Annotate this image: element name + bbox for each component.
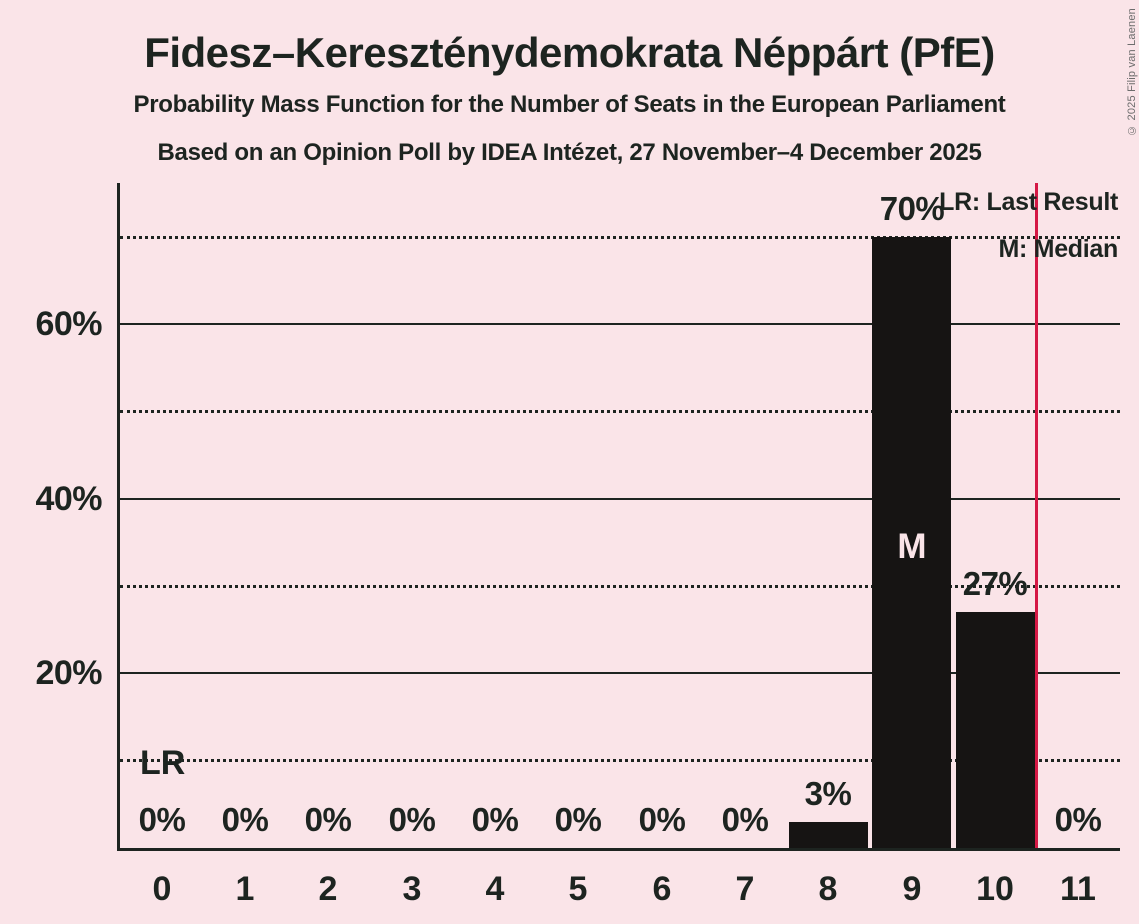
bar-value-label: 0%	[388, 801, 436, 838]
bar-value-label: 0%	[721, 801, 769, 838]
chart-title: Fidesz–Kereszténydemokrata Néppárt (PfE)	[144, 29, 995, 76]
plot-area: 0% 0 0% 1 0% 2 0% 3 0% 4 0% 5 0% 6 0% 7 3% 8 70% 9 27% 10 0% 11…	[117, 183, 1120, 908]
x-tick-label: 0	[152, 870, 172, 908]
bar-value-label: 0%	[138, 801, 186, 838]
x-tick-label: 1	[235, 870, 255, 908]
last-result-line	[1035, 183, 1038, 848]
x-tick-label: 2	[318, 870, 338, 908]
y-tick-label: 40%	[35, 480, 102, 518]
x-tick-label: 9	[902, 870, 922, 908]
bar-value-label: 0%	[638, 801, 686, 838]
gridline-dotted	[120, 759, 1120, 762]
x-tick-label: 8	[818, 870, 838, 908]
bar	[872, 237, 951, 848]
x-tick-label: 6	[652, 870, 672, 908]
gridline-solid	[120, 672, 1120, 674]
legend-median: M: Median	[998, 235, 1118, 263]
bar	[789, 822, 868, 848]
x-tick-label: 11	[1060, 870, 1096, 908]
bar-value-label: 0%	[471, 801, 519, 838]
gridline-solid	[120, 323, 1120, 325]
bar-value-label: 0%	[1054, 801, 1102, 838]
chart-poll-source: Based on an Opinion Poll by IDEA Intézet…	[157, 139, 982, 166]
copyright-notice: © 2025 Filip van Laenen	[1126, 8, 1138, 136]
x-tick-label: 4	[485, 870, 505, 908]
bar-value-label: 0%	[304, 801, 352, 838]
x-tick-label: 7	[735, 870, 755, 908]
legend-last-result: LR: Last Result	[939, 188, 1118, 216]
x-tick-label: 3	[402, 870, 422, 908]
gridline-dotted	[120, 410, 1120, 413]
bar-value-label: 70%	[879, 190, 945, 227]
x-tick-label: 5	[568, 870, 588, 908]
last-result-label: LR	[140, 744, 186, 782]
y-tick-label: 60%	[35, 305, 102, 343]
bar-value-label: 0%	[221, 801, 269, 838]
gridline-dotted	[120, 585, 1120, 588]
bar-value-label: 0%	[554, 801, 602, 838]
bar-value-label: 27%	[962, 565, 1028, 602]
chart-subtitle: Probability Mass Function for the Number…	[133, 91, 1006, 118]
bar-value-label: 3%	[804, 775, 852, 812]
x-tick-label: 10	[976, 870, 1014, 908]
y-tick-label: 20%	[35, 654, 102, 692]
gridline-dotted	[120, 236, 1120, 239]
median-marker: M	[897, 527, 927, 566]
bar	[956, 612, 1035, 848]
gridline-solid	[120, 498, 1120, 500]
